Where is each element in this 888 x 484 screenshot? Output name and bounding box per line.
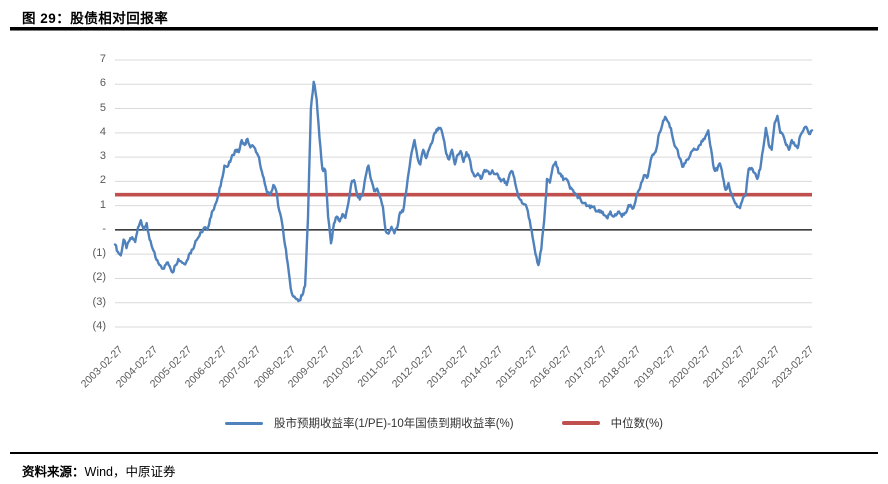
y-tick-label: (2) [92,271,106,284]
figure-title: 图 29：股债相对回报率 [22,11,169,26]
legend-line-sample-blue [225,421,263,425]
chart-canvas [113,59,814,328]
footer-divider [10,452,878,454]
y-tick-label: (1) [92,247,106,260]
source-note-text: Wind，中原证券 [84,465,176,479]
legend-label-median: 中位数(%) [610,418,663,430]
y-tick-label: (3) [92,295,106,308]
legend-item-median: 中位数(%) [561,415,663,431]
source-note-label: 资料来源： [22,465,85,479]
y-tick-label: 4 [99,125,106,138]
chart-area: 7 6 5 4 3 2 1- (1) (2) (3) (4) 2003-02-27 2004-02-2… [0,32,888,452]
y-tick-label: 7 [99,53,106,65]
y-tick-label: 5 [99,101,106,114]
legend-label-series: 股市预期收益率(1/PE)-10年国债到期收益率(%) [274,418,514,430]
y-tick-label: 2 [99,174,106,187]
legend-line-sample-red [561,421,600,425]
y-tick-label: 6 [99,77,106,90]
source-note: 资料来源：Wind，中原证券 [22,461,176,480]
y-tick-label: 3 [99,150,106,163]
series-line-path [113,80,814,303]
legend-item-series: 股市预期收益率(1/PE)-10年国债到期收益率(%) [225,415,514,431]
title-divider [10,27,878,31]
y-tick-label: (4) [92,320,106,332]
y-tick-label: - [102,222,106,235]
y-tick-label: 1 [99,198,106,211]
chart-legend: 股市预期收益率(1/PE)-10年国债到期收益率(%) 中位数(%) [0,415,888,431]
